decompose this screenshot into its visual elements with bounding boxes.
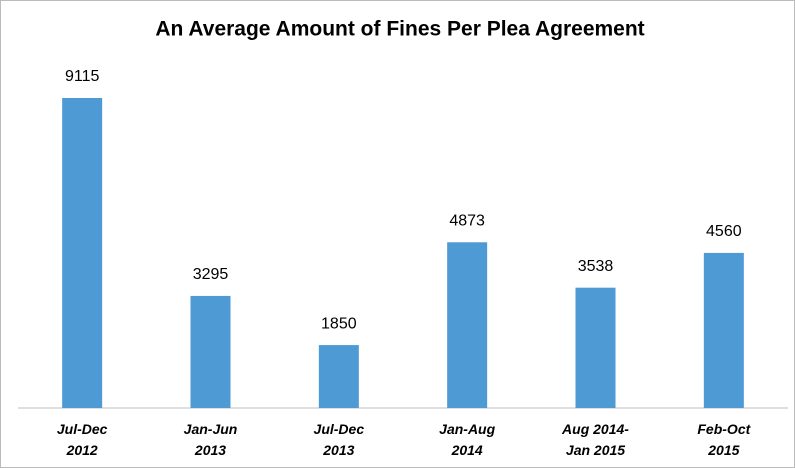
- bar: [575, 287, 616, 408]
- x-tick-label: Jan-Aug 2014: [439, 421, 495, 458]
- data-label: 3538: [578, 258, 614, 275]
- bar: [318, 345, 359, 408]
- x-tick-label: Feb-Oct 2015: [697, 421, 751, 458]
- data-label: 4873: [449, 212, 485, 229]
- data-label: 3295: [193, 266, 229, 283]
- bar: [703, 252, 744, 408]
- data-label: 4560: [706, 223, 742, 240]
- x-tick-label: Jul-Dec 2012: [57, 421, 108, 458]
- x-tick-label: Jul-Dec 2013: [314, 421, 365, 458]
- bar: [447, 242, 488, 408]
- data-label: 9115: [65, 68, 100, 85]
- bar: [62, 98, 103, 408]
- chart-title: An Average Amount of Fines Per Plea Agre…: [155, 18, 644, 41]
- x-tick-label: Aug 2014-Jan 2015: [561, 421, 629, 458]
- bar: [190, 295, 231, 408]
- x-tick-label: Jan-Jun 2013: [184, 421, 238, 458]
- data-label: 1850: [321, 315, 357, 332]
